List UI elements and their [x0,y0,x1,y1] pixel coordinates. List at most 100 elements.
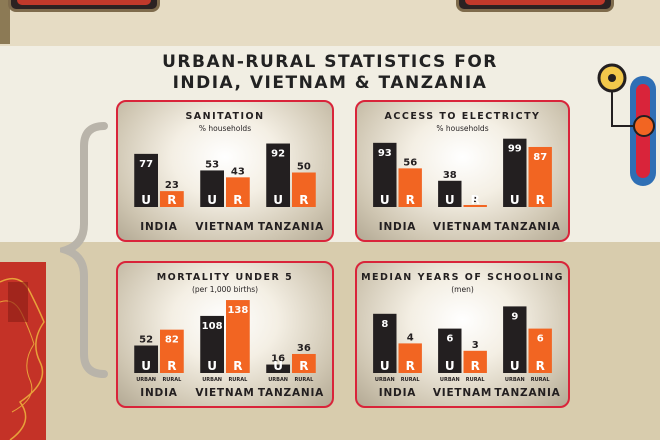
data-label: 8 [381,319,388,330]
series-letter: R [167,193,176,207]
series-letter: U [380,359,390,373]
series-word: RURAL [228,377,248,383]
chart-panel-sanitation: SANITATION % households 77 U 23 R INDIA 53 U 43 R V… [116,100,334,242]
chart-panel-mortality: MORTALITY UNDER 5 (per 1,000 births) 52 U UR… [116,261,334,408]
category-label: VIETNAM [433,221,492,233]
bar-urban-india [373,142,397,207]
series-letter: U [273,193,283,207]
bar-rural-vietnam [463,350,487,373]
category-label: TANZANIA [494,387,560,399]
series-letter: R [406,359,415,373]
series-letter: R [167,359,176,373]
data-label: 93 [378,148,392,159]
data-label: 82 [165,335,179,346]
data-label: 108 [202,321,223,332]
category-label: VIETNAM [195,387,254,399]
series-letter: R [471,359,480,373]
series-word: RURAL [162,377,182,383]
data-label: 53 [205,159,219,170]
brace-decoration [60,122,108,378]
series-letter: R [471,193,480,207]
bar-rural-india [160,329,184,373]
bar-urban-tanzania [503,306,527,373]
series-word: RURAL [466,377,486,383]
series-letter: U [510,193,520,207]
series-word: URBAN [505,377,525,383]
chart-title: MEDIAN YEARS OF SCHOOLING [361,272,564,283]
bar-urban-tanzania [266,364,290,373]
series-letter: R [233,193,242,207]
chart-subtitle: % households [436,124,488,133]
bar-urban-vietnam [438,328,462,373]
data-label: 36 [297,343,311,354]
data-label: 38 [443,170,457,181]
series-letter: U [141,359,151,373]
chart-title: ACCESS TO ELECTRICTY [385,111,541,122]
category-label: VIETNAM [433,387,492,399]
data-label: 9 [511,311,518,322]
bar-rural-tanzania [292,172,316,207]
bar-rural-tanzania [528,328,552,373]
bar-urban-tanzania [266,143,290,207]
data-label: 16 [271,354,285,365]
data-label: 77 [139,159,153,170]
bar-urban-india [134,153,158,207]
chart-panel-schooling: MEDIAN YEARS OF SCHOOLING (men) 8 U URBAN 4 R R… [355,261,570,408]
series-word: URBAN [136,377,156,383]
data-label: 3 [472,340,479,351]
category-label: TANZANIA [258,387,324,399]
chart-mortality: MORTALITY UNDER 5(per 1,000 births)52UUR… [134,272,324,399]
series-letter: U [207,193,217,207]
category-label: TANZANIA [494,221,560,233]
series-letter: R [299,359,308,373]
series-letter: U [445,193,455,207]
bar-rural-india [398,168,422,207]
data-label: 4 [407,332,414,343]
chart-subtitle: (men) [451,285,474,294]
pin-icon [597,63,656,186]
chart-subtitle: (per 1,000 births) [192,285,258,294]
series-letter: U [273,359,283,373]
series-word: RURAL [401,377,421,383]
series-letter: U [141,193,151,207]
series-letter: U [380,193,390,207]
data-label: 43 [231,166,245,177]
data-label: 6 [446,334,453,345]
category-label: VIETNAM [195,221,254,233]
top-left-decoration [8,0,160,12]
bar-urban-vietnam [200,315,224,373]
data-label: 50 [297,162,311,173]
series-letter: U [445,359,455,373]
top-right-decoration [456,0,614,12]
bar-urban-india [134,345,158,373]
bar-urban-india [373,313,397,373]
left-map-decoration [0,262,46,440]
chart-title: MORTALITY UNDER 5 [157,272,294,283]
series-letter: R [536,359,545,373]
bar-rural-india [398,343,422,373]
series-letter: R [233,359,242,373]
page-title-line-2: INDIA, VIETNAM & TANZANIA [172,73,488,93]
series-word: URBAN [268,377,288,383]
category-label: INDIA [140,221,178,233]
data-label: 1 [472,194,479,205]
chart-subtitle: % households [199,124,251,133]
chart-schooling: MEDIAN YEARS OF SCHOOLING(men)8UURBAN4RR… [361,272,564,399]
data-label: 87 [533,152,547,163]
data-label: 99 [508,144,522,155]
category-label: INDIA [140,387,178,399]
bar-urban-tanzania [503,138,527,207]
bar-rural-vietnam [463,205,487,207]
category-label: INDIA [379,387,417,399]
bar-urban-vietnam [438,180,462,207]
bar-rural-vietnam [226,300,250,373]
series-letter: R [536,193,545,207]
bar-urban-vietnam [200,170,224,207]
data-label: 138 [227,305,248,316]
data-label: 23 [165,180,179,191]
bar-rural-tanzania [292,353,316,373]
series-letter: U [207,359,217,373]
series-word: RURAL [531,377,551,383]
series-word: RURAL [294,377,314,383]
series-letter: U [510,359,520,373]
